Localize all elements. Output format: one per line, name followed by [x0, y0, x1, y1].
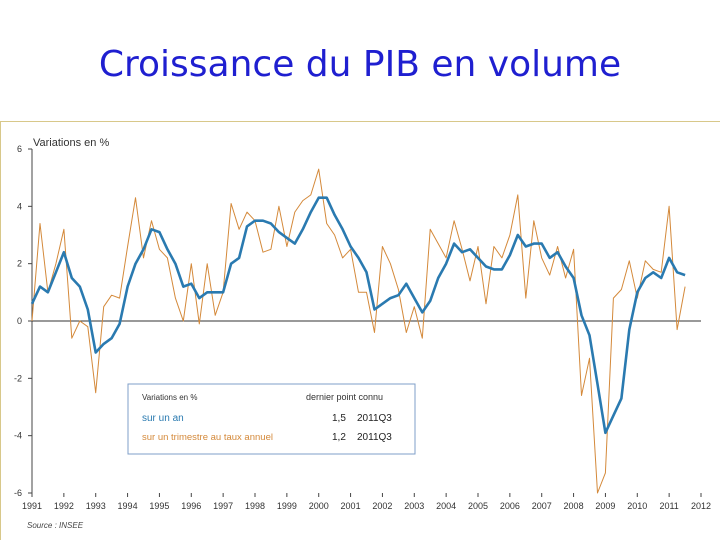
y-tick-label: -6 [14, 488, 22, 498]
legend-entry-period: 2011Q3 [357, 432, 392, 443]
legend-entry-label: sur un trimestre au taux annuel [142, 432, 273, 443]
x-tick-label: 2000 [309, 501, 329, 511]
x-tick-label: 2012 [691, 501, 711, 511]
y-tick-label: 6 [17, 144, 22, 154]
x-tick-label: 1992 [54, 501, 74, 511]
x-tick-label: 2005 [468, 501, 488, 511]
legend-entry-value: 1,2 [332, 432, 346, 443]
legend-entry-period: 2011Q3 [357, 413, 392, 424]
x-tick-label: 2006 [500, 501, 520, 511]
x-tick-label: 1996 [181, 501, 201, 511]
chart-frame: 6 4 2 0 -2 -4 -6 1991 1992 1993 1994 1995 1996 1997 19… [0, 121, 720, 540]
y-tick-label: 2 [17, 259, 22, 269]
x-tick-label: 1998 [245, 501, 265, 511]
x-tick-label: 2009 [595, 501, 615, 511]
x-tick-label: 1994 [118, 501, 138, 511]
y-tick-label: -4 [14, 431, 22, 441]
legend-entry-label: sur un an [142, 413, 184, 424]
x-tick-label: 1997 [213, 501, 233, 511]
legend: Variations en % dernier point connu sur … [127, 383, 416, 455]
x-tick-label: 2004 [436, 501, 456, 511]
x-tick-label: 2003 [404, 501, 424, 511]
series-line-quarterly [31, 168, 686, 494]
x-tick-label: 1999 [277, 501, 297, 511]
x-tick-label: 1991 [22, 501, 42, 511]
slide-title: Croissance du PIB en volume [98, 44, 622, 85]
x-tick-label: 2007 [532, 501, 552, 511]
y-tick-label: -2 [14, 373, 22, 383]
series-line-annual [30, 196, 686, 435]
source-note: Source : INSEE [27, 521, 84, 530]
legend-entry-value: 1,5 [332, 413, 346, 424]
x-tick-label: 2010 [627, 501, 647, 511]
y-axis-label: Variations en % [33, 137, 109, 149]
x-tick-label: 2008 [564, 501, 584, 511]
x-tick-label: 1993 [86, 501, 106, 511]
x-tick-label: 1995 [149, 501, 169, 511]
x-tick-label: 2011 [659, 501, 678, 511]
legend-box [127, 383, 416, 455]
x-tick-label: 2001 [341, 501, 361, 511]
legend-title: Variations en % [142, 393, 197, 402]
legend-header: dernier point connu [306, 392, 383, 402]
y-tick-label: 4 [17, 201, 22, 211]
y-tick-label: 0 [17, 316, 22, 326]
x-tick-label: 2002 [372, 501, 392, 511]
